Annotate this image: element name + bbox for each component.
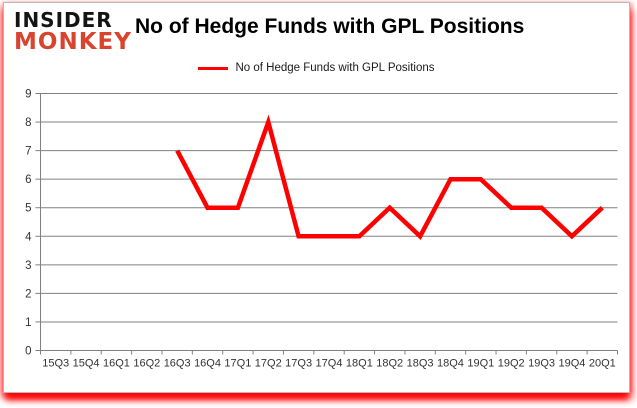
- x-axis-label: 20Q1: [589, 358, 616, 370]
- legend-line-swatch: [198, 66, 229, 70]
- data-line-series: [175, 114, 604, 240]
- y-axis-label: 7: [25, 146, 31, 158]
- x-axis-label: 17Q3: [285, 358, 312, 370]
- x-axis-label: 19Q1: [467, 358, 494, 370]
- chart-title: No of Hedge Funds with GPL Positions: [135, 15, 525, 38]
- legend-label: No of Hedge Funds with GPL Positions: [235, 62, 435, 74]
- y-axis-label: 0: [25, 346, 31, 358]
- insider-monkey-logo: INSIDER MONKEY: [14, 10, 132, 54]
- y-axis-label: 1: [25, 317, 31, 329]
- x-axis-label: 19Q4: [558, 358, 585, 370]
- x-axis-label: 16Q2: [133, 358, 160, 370]
- y-axis-label: 2: [25, 288, 31, 300]
- logo-text-monkey: MONKEY: [14, 29, 132, 55]
- y-axis-label: 9: [25, 89, 31, 101]
- x-axis-label: 16Q3: [164, 358, 191, 370]
- x-axis-label: 15Q4: [73, 358, 100, 370]
- x-axis-label: 17Q4: [316, 358, 343, 370]
- x-axis-label: 19Q2: [498, 358, 525, 370]
- y-axis-label: 4: [25, 231, 32, 243]
- legend: No of Hedge Funds with GPL Positions: [4, 61, 629, 75]
- x-axis-label: 18Q3: [407, 358, 434, 370]
- x-axis-label: 17Q2: [255, 358, 282, 370]
- x-axis-label: 18Q4: [437, 358, 464, 370]
- x-axis-label: 18Q2: [376, 358, 403, 370]
- x-axis-label: 16Q1: [103, 358, 130, 370]
- y-axis-label: 5: [25, 203, 31, 215]
- y-axis-label: 6: [25, 174, 31, 186]
- x-axis-label: 16Q4: [194, 358, 221, 370]
- x-axis-label: 19Q3: [528, 358, 555, 370]
- x-axis-label: 17Q1: [224, 358, 251, 370]
- x-axis-label: 15Q3: [42, 358, 69, 370]
- y-axis-label: 3: [25, 260, 31, 272]
- chart-card: INSIDER MONKEY No of Hedge Funds with GP…: [3, 2, 630, 393]
- y-axis-label: 8: [25, 117, 31, 129]
- x-axis-label: 18Q1: [346, 358, 373, 370]
- logo-text-insider: INSIDER: [14, 8, 113, 32]
